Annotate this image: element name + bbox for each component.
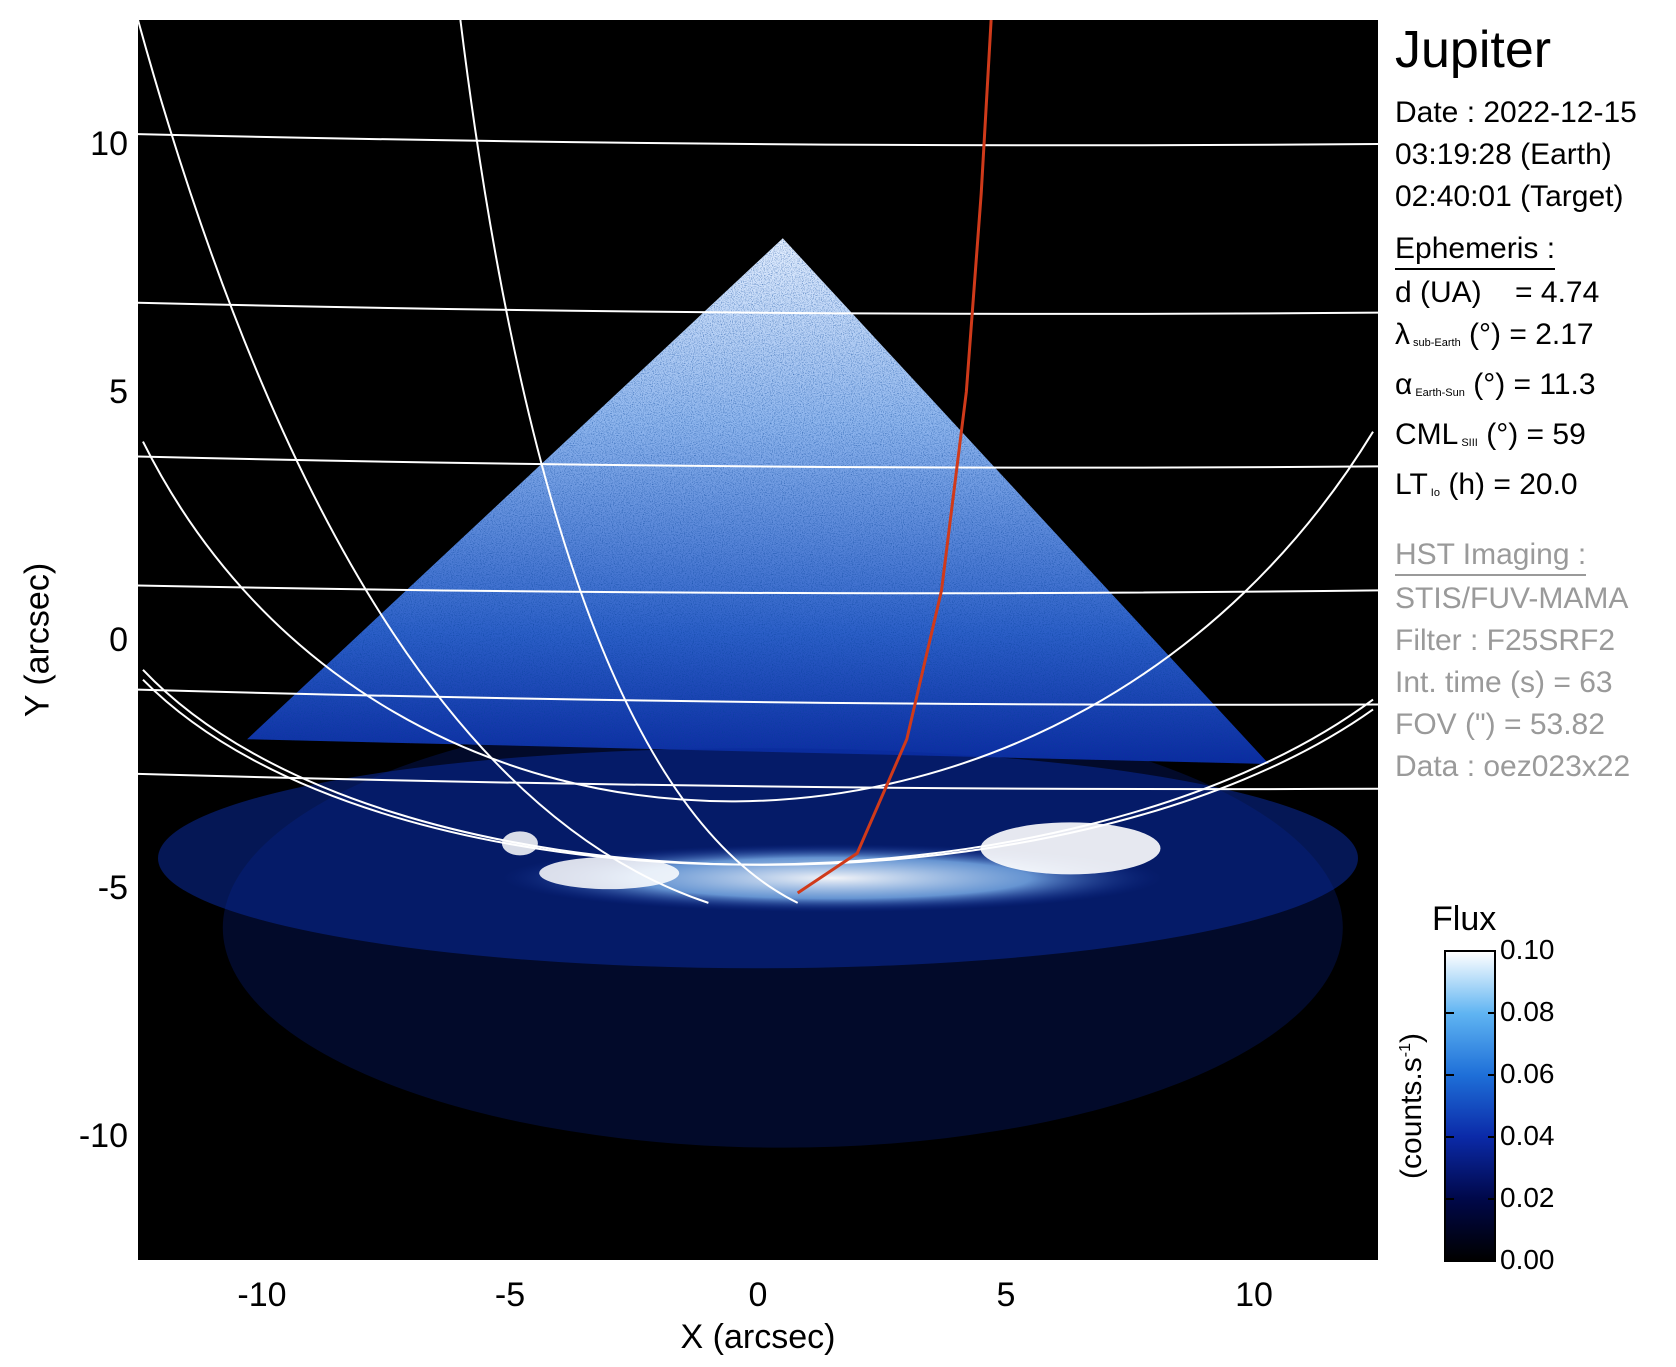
io-footprint xyxy=(796,20,993,895)
colorbar-units-close: ) xyxy=(1395,1033,1428,1044)
y-tick-label: -10 xyxy=(78,1117,128,1155)
phase-angle-line: α Earth-Sun (°) = 11.3 xyxy=(1395,364,1675,414)
latitude-line xyxy=(138,455,1378,469)
latitude-line xyxy=(138,301,1378,315)
x-tick-label: -10 xyxy=(237,1276,287,1314)
lt-io-symbol: LT xyxy=(1395,468,1428,501)
colorbar-units-sup: -1 xyxy=(1397,1043,1414,1058)
colorbar-tick xyxy=(1488,1136,1496,1138)
plot-area xyxy=(138,20,1378,1260)
auroral-spot xyxy=(980,822,1161,875)
phase-angle-symbol: α xyxy=(1395,368,1413,401)
y-tick-label: 5 xyxy=(109,373,128,411)
lt-io-unit: (h) xyxy=(1448,468,1485,501)
data-id-line: Data : oez023x22 xyxy=(1395,750,1631,783)
colorbar-units-main: (counts.s xyxy=(1395,1057,1428,1179)
colorbar-tick xyxy=(1446,1260,1454,1262)
colorbar-tick-label: 0.02 xyxy=(1500,1182,1555,1213)
colorbar-tick xyxy=(1488,1012,1496,1014)
sub-earth-value: = 2.17 xyxy=(1509,318,1594,351)
cml-unit: (°) xyxy=(1486,418,1519,451)
colorbar-tick xyxy=(1446,1136,1454,1138)
x-tick-label: 5 xyxy=(996,1276,1016,1314)
lt-io-line: LT Io (h) = 20.0 xyxy=(1395,464,1675,514)
distance-label: d (UA) xyxy=(1395,276,1482,309)
x-tick-label: 0 xyxy=(748,1276,768,1314)
colorbar-tick xyxy=(1446,1012,1454,1014)
y-axis-label: Y (arcsec) xyxy=(18,562,57,718)
colorbar-tick xyxy=(1488,950,1496,952)
filter-line: Filter : F25SRF2 xyxy=(1395,624,1616,657)
phase-angle-subscript: Earth-Sun xyxy=(1415,387,1465,399)
sub-earth-line: λ sub-Earth (°) = 2.17 xyxy=(1395,314,1675,364)
colorbar-tick xyxy=(1446,1198,1454,1200)
auroral-spot xyxy=(539,857,680,890)
y-tick-label: -5 xyxy=(97,869,128,907)
planet-grid xyxy=(138,20,1378,904)
io-footprint-curve xyxy=(796,20,993,895)
lt-io-value: = 20.0 xyxy=(1493,468,1578,501)
sub-earth-symbol: λ xyxy=(1395,318,1410,351)
earth-time-line: 03:19:28 (Earth) xyxy=(1395,138,1612,171)
colorbar-title: Flux xyxy=(1432,900,1497,938)
instrument-line: STIS/FUV-MAMA xyxy=(1395,582,1629,615)
colorbar-tick xyxy=(1446,950,1454,952)
cml-subscript: SIII xyxy=(1461,437,1478,449)
planet-name: Jupiter xyxy=(1395,21,1552,79)
colorbar-tick-label: 0.08 xyxy=(1500,996,1555,1027)
x-tick-label: -5 xyxy=(494,1276,526,1314)
limb-arc xyxy=(142,431,1374,803)
colorbar-tick xyxy=(1488,1260,1496,1262)
longitude-line xyxy=(459,20,799,904)
latitude-line xyxy=(138,584,1378,595)
imaging-title: HST Imaging : xyxy=(1395,536,1587,576)
latitude-line xyxy=(138,688,1378,706)
y-tick-label: 10 xyxy=(90,125,128,163)
longitude-line xyxy=(138,20,709,904)
colorbar xyxy=(1444,950,1496,1262)
y-tick-label: 0 xyxy=(109,621,128,659)
target-time-line: 02:40:01 (Target) xyxy=(1395,180,1624,213)
colorbar-units: (counts.s-1) xyxy=(1395,1033,1429,1179)
lt-io-subscript: Io xyxy=(1430,487,1440,499)
ephemeris-title: Ephemeris : xyxy=(1395,230,1556,270)
latitude-line xyxy=(138,133,1378,147)
colorbar-tick xyxy=(1488,1074,1496,1076)
sub-earth-subscript: sub-Earth xyxy=(1413,337,1461,349)
colorbar-tick xyxy=(1488,1198,1496,1200)
distance-value: = 4.74 xyxy=(1515,276,1600,309)
colorbar-tick xyxy=(1446,1074,1454,1076)
cml-value: = 59 xyxy=(1526,418,1586,451)
colorbar-tick-label: 0.04 xyxy=(1500,1120,1555,1151)
info-panel: Jupiter Date : 2022-12-15 03:19:28 (Eart… xyxy=(1395,20,1675,788)
cml-line: CML SIII (°) = 59 xyxy=(1395,414,1675,464)
phase-angle-unit: (°) xyxy=(1473,368,1506,401)
limb-arc xyxy=(142,669,1374,866)
x-tick-label: 10 xyxy=(1235,1276,1273,1314)
sub-earth-unit: (°) xyxy=(1469,318,1502,351)
plot-svg xyxy=(138,20,1378,1148)
distance-line: d (UA) = 4.74 xyxy=(1395,272,1675,314)
colorbar-tick-label: 0.06 xyxy=(1500,1058,1555,1089)
x-axis-label: X (arcsec) xyxy=(680,1318,836,1356)
cml-symbol: CML xyxy=(1395,418,1459,451)
colorbar-tick-label: 0.10 xyxy=(1500,934,1555,965)
colorbar-tick-label: 0.00 xyxy=(1500,1244,1555,1275)
latitude-line xyxy=(138,772,1378,791)
fov-line: FOV (") = 53.82 xyxy=(1395,708,1605,741)
date-line: Date : 2022-12-15 xyxy=(1395,96,1637,129)
int-time-line: Int. time (s) = 63 xyxy=(1395,666,1613,699)
flux-image xyxy=(158,238,1358,1148)
phase-angle-value: = 11.3 xyxy=(1513,368,1596,401)
